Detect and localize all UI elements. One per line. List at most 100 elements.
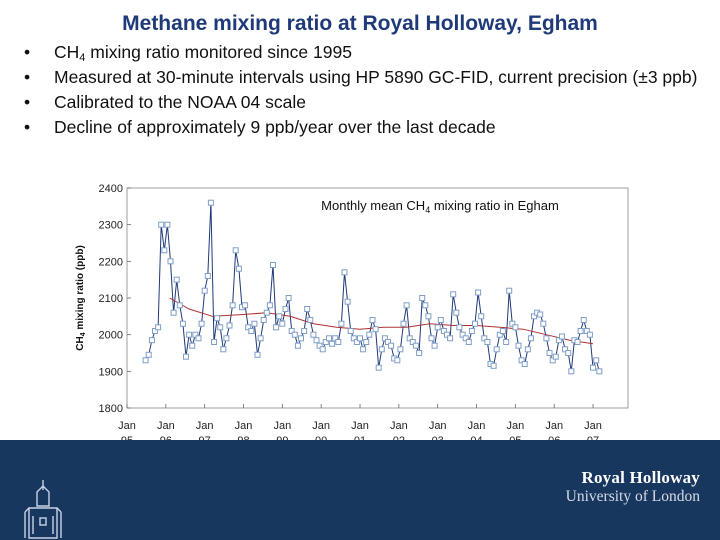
data-point xyxy=(360,346,367,353)
data-point xyxy=(546,350,553,356)
footer-logo-text: Royal Holloway University of London xyxy=(566,468,700,506)
x-tick-label: Jan xyxy=(390,420,408,432)
data-point xyxy=(158,221,165,228)
data-point xyxy=(235,265,242,272)
data-point xyxy=(142,357,149,364)
data-point xyxy=(465,339,472,345)
bullet-text-cont: mixing ratio monitored since 1995 xyxy=(85,42,352,62)
x-tick-label: Jan xyxy=(312,420,330,432)
data-point xyxy=(145,351,152,358)
data-point xyxy=(369,317,376,323)
data-point xyxy=(521,361,528,367)
data-point xyxy=(198,320,205,327)
data-point xyxy=(381,335,388,342)
data-point xyxy=(453,309,460,316)
data-point xyxy=(341,269,348,276)
data-point xyxy=(444,331,450,338)
data-point xyxy=(326,335,332,342)
data-point xyxy=(425,313,432,320)
data-point xyxy=(583,328,590,334)
university-crest-icon xyxy=(24,480,62,539)
data-point xyxy=(338,320,345,327)
data-point xyxy=(577,328,584,334)
data-point xyxy=(251,320,258,327)
data-point xyxy=(503,339,510,345)
data-point xyxy=(397,346,404,353)
data-point xyxy=(586,331,593,338)
data-point xyxy=(568,368,575,375)
data-point xyxy=(294,342,301,349)
data-point xyxy=(524,346,531,353)
data-point xyxy=(176,302,183,309)
data-point xyxy=(403,302,410,309)
data-point xyxy=(372,326,379,333)
x-tick-label: Jan xyxy=(506,420,524,432)
data-point xyxy=(416,350,423,356)
data-point xyxy=(543,335,550,342)
series-line xyxy=(145,202,600,372)
data-point xyxy=(419,295,426,301)
bullet-symbol: • xyxy=(24,42,31,62)
data-point xyxy=(540,320,547,327)
data-point xyxy=(310,331,317,338)
data-point xyxy=(462,335,469,342)
data-point xyxy=(254,351,261,358)
data-point xyxy=(363,339,370,345)
y-axis-label: CH4 mixing ratio (ppb) xyxy=(75,245,87,351)
bullet-item: • CH4 mixing ratio monitored since 1995 xyxy=(22,42,712,64)
data-point xyxy=(428,335,435,342)
data-point xyxy=(273,324,280,331)
bullet-text: Decline of approximately 9 ppb/year over… xyxy=(54,117,496,137)
data-point xyxy=(148,337,155,344)
data-point xyxy=(282,306,289,312)
data-point xyxy=(152,328,158,334)
data-point xyxy=(288,328,295,334)
data-point xyxy=(353,339,360,345)
data-point xyxy=(406,335,413,342)
x-tick-label: 04 xyxy=(470,435,482,440)
x-tick-label: 95 xyxy=(121,435,133,440)
data-point xyxy=(493,346,500,353)
data-point xyxy=(472,320,478,327)
data-point xyxy=(499,328,506,334)
data-point xyxy=(245,324,252,331)
chart-title: Monthly mean CH4 mixing ratio in Egham xyxy=(321,198,559,215)
data-point xyxy=(565,350,572,356)
data-point xyxy=(279,320,286,327)
data-point xyxy=(214,315,221,322)
data-point xyxy=(434,324,441,331)
data-point xyxy=(257,335,264,342)
data-point xyxy=(555,337,562,344)
data-point xyxy=(270,262,276,268)
data-point xyxy=(400,320,407,327)
data-point xyxy=(484,339,491,345)
footer-bar xyxy=(0,440,720,540)
y-tick-label: 1800 xyxy=(99,403,123,415)
data-point xyxy=(574,339,581,345)
data-point xyxy=(593,357,600,364)
data-point xyxy=(366,331,373,338)
chart-title-text: Monthly mean CH xyxy=(321,198,425,213)
data-point xyxy=(207,199,214,206)
data-point xyxy=(580,317,587,323)
data-point xyxy=(242,302,249,309)
data-point xyxy=(562,346,569,353)
data-point xyxy=(412,342,419,349)
x-tick-label: Jan xyxy=(118,420,136,432)
data-point xyxy=(456,324,463,331)
data-point xyxy=(531,313,537,320)
data-point xyxy=(155,324,162,331)
data-point xyxy=(211,339,217,345)
data-point xyxy=(394,357,401,364)
data-point xyxy=(431,342,438,349)
x-tick-label: 97 xyxy=(199,435,211,440)
data-point xyxy=(313,337,320,344)
x-tick-label: Jan xyxy=(545,420,563,432)
data-point xyxy=(304,306,311,312)
y-tick-label: 1900 xyxy=(99,366,123,378)
chart-title-subscript: 4 xyxy=(425,205,430,215)
data-point xyxy=(357,335,363,342)
data-point xyxy=(260,317,267,323)
chart-title-text-cont: mixing ratio in Egham xyxy=(430,198,559,213)
x-tick-label: 05 xyxy=(509,435,521,440)
